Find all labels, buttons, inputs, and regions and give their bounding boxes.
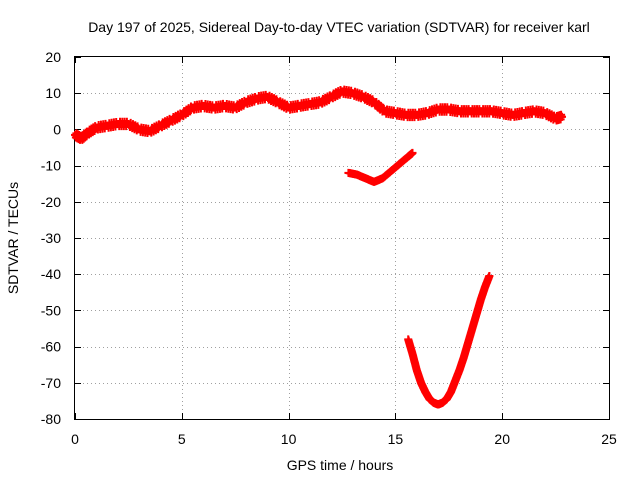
y-tick-label: -80 bbox=[41, 411, 61, 427]
data-point-marker bbox=[485, 272, 494, 281]
y-tick-label: -30 bbox=[41, 230, 61, 246]
x-tick-label: 0 bbox=[71, 431, 79, 447]
chart-title: Day 197 of 2025, Sidereal Day-to-day VTE… bbox=[88, 19, 590, 35]
series-u-trace bbox=[404, 272, 494, 409]
tick-marks bbox=[75, 57, 610, 420]
x-tick-labels: 0 5 10 15 20 25 bbox=[71, 431, 617, 447]
y-tick-label: 10 bbox=[45, 85, 61, 101]
y-tick-label: -40 bbox=[41, 266, 61, 282]
y-tick-label: -60 bbox=[41, 339, 61, 355]
y-tick-labels: -80 -70 -60 -50 -40 -30 -20 -10 0 10 20 bbox=[41, 49, 61, 427]
x-tick-label: 10 bbox=[281, 431, 297, 447]
x-tick-label: 25 bbox=[601, 431, 617, 447]
y-tick-label: -70 bbox=[41, 375, 61, 391]
plot-frame bbox=[74, 56, 610, 420]
series-group bbox=[71, 85, 567, 409]
y-axis-label: SDTVAR / TECUs bbox=[5, 182, 21, 294]
data-point-marker bbox=[558, 112, 567, 121]
x-tick-label: 15 bbox=[388, 431, 404, 447]
y-tick-label: -20 bbox=[41, 194, 61, 210]
x-axis-label: GPS time / hours bbox=[287, 457, 394, 473]
x-tick-label: 20 bbox=[494, 431, 510, 447]
y-tick-label: 20 bbox=[45, 49, 61, 65]
grid-lines bbox=[75, 57, 609, 419]
y-tick-label: -50 bbox=[41, 302, 61, 318]
x-tick-label: 5 bbox=[178, 431, 186, 447]
series-main-trace bbox=[71, 85, 567, 144]
series-arc-trace bbox=[344, 148, 417, 186]
data-point-marker bbox=[408, 148, 417, 157]
y-tick-label: 0 bbox=[53, 121, 61, 137]
y-tick-label: -10 bbox=[41, 158, 61, 174]
